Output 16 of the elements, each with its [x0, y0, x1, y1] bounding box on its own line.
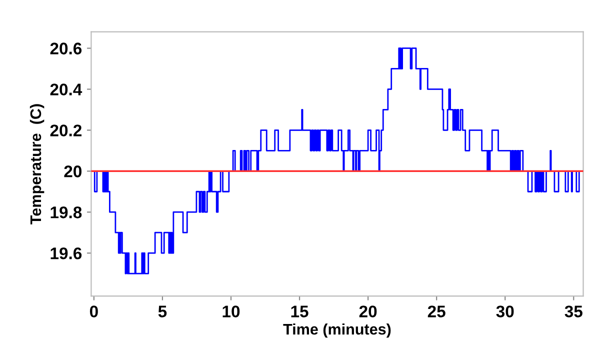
y-tick-label: 19.6 [50, 247, 82, 260]
y-axis-title: Temperature (C) [30, 104, 44, 224]
x-tick-label: 25 [428, 306, 446, 318]
y-tick-label: 20.2 [50, 124, 82, 136]
y-tick-label: 20.6 [50, 42, 82, 54]
x-tick-label: 0 [90, 306, 98, 318]
x-tick-label: 5 [158, 306, 167, 318]
y-tick-label: 19.8 [50, 206, 82, 218]
x-tick-label: 15 [291, 306, 308, 318]
y-tick-label: 20.4 [50, 84, 82, 96]
x-tick-label: 30 [496, 306, 514, 318]
y-tick-label: 20 [64, 166, 82, 178]
x-axis-title: Time (minutes) [283, 323, 391, 338]
x-tick-label: 35 [564, 306, 582, 318]
x-tick-label: 20 [359, 306, 377, 318]
x-tick-label: 10 [222, 306, 240, 318]
